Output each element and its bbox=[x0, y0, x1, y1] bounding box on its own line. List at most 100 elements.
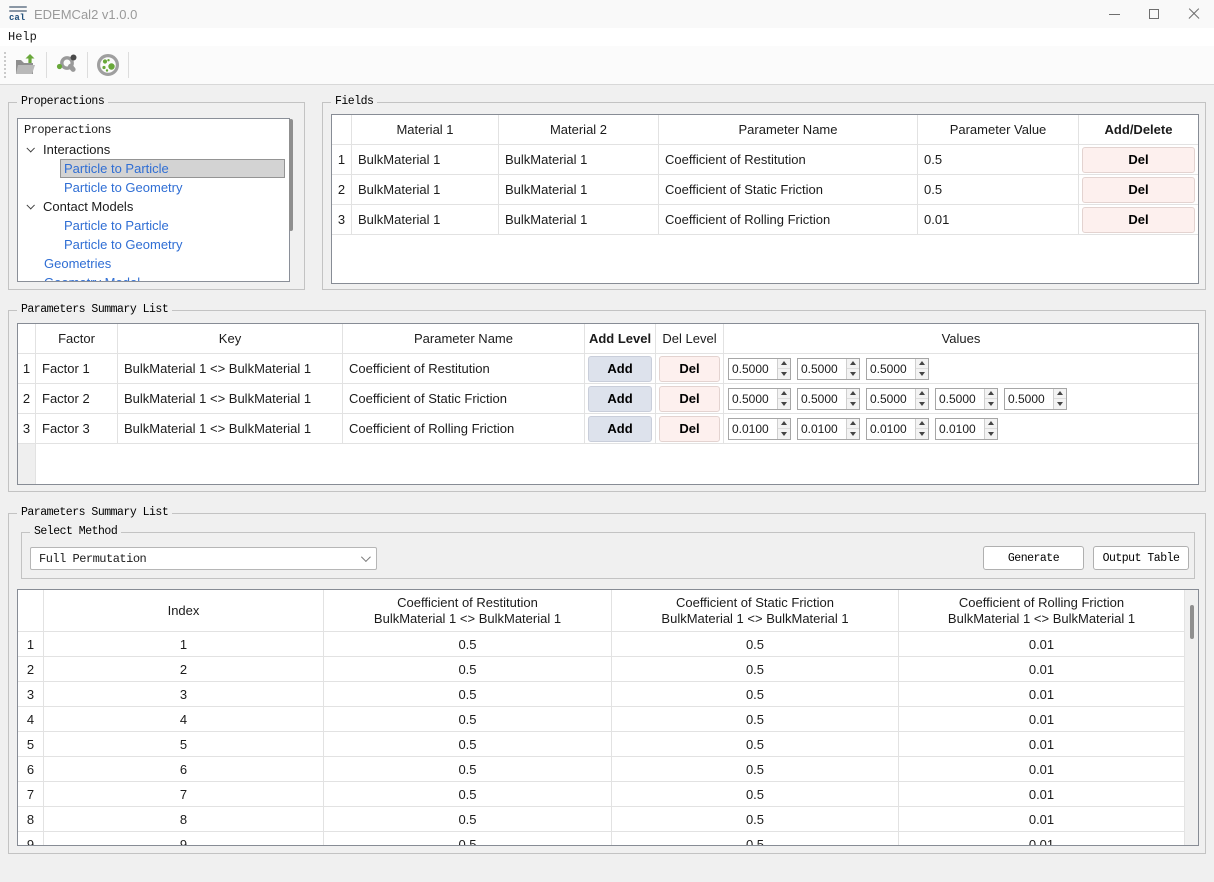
factor-cell: Factor 2 bbox=[36, 384, 118, 414]
add-level-button[interactable]: Add bbox=[588, 355, 652, 382]
particle-tool-button[interactable] bbox=[49, 49, 85, 81]
factor-cell: Factor 3 bbox=[36, 414, 118, 444]
value-spinbox-input[interactable] bbox=[867, 358, 915, 379]
spin-down-button[interactable] bbox=[1054, 399, 1066, 409]
spin-down-button[interactable] bbox=[847, 369, 859, 379]
output-table-scrollbar[interactable] bbox=[1184, 590, 1198, 845]
tree-item-geometries[interactable]: Geometries bbox=[18, 254, 289, 273]
generate-button[interactable]: Generate bbox=[983, 546, 1084, 570]
spinbox-arrows bbox=[846, 388, 859, 409]
spin-up-button[interactable] bbox=[985, 418, 997, 429]
spin-up-button[interactable] bbox=[985, 388, 997, 399]
add-level-button[interactable]: Add bbox=[588, 415, 652, 442]
spin-up-button[interactable] bbox=[847, 358, 859, 369]
method-combobox[interactable]: Full Permutation bbox=[30, 547, 377, 570]
value-spinbox bbox=[866, 417, 929, 440]
tree-item-properactions[interactable]: Properactions bbox=[18, 119, 289, 140]
spin-down-button[interactable] bbox=[916, 429, 928, 439]
row-number: 8 bbox=[18, 807, 44, 832]
spin-down-button[interactable] bbox=[778, 369, 790, 379]
maximize-button[interactable] bbox=[1134, 0, 1174, 28]
value-spinbox-input[interactable] bbox=[798, 418, 846, 439]
del-row-button[interactable]: Del bbox=[1082, 176, 1195, 203]
tree-item-particle-to-geometry[interactable]: Particle to Geometry bbox=[18, 178, 289, 197]
add-level-cell: Add bbox=[585, 354, 656, 384]
summary-column-header-values: Values bbox=[724, 324, 1198, 354]
spin-up-button[interactable] bbox=[847, 418, 859, 429]
value-spinbox-input[interactable] bbox=[729, 418, 777, 439]
add-level-cell: Add bbox=[585, 384, 656, 414]
spin-up-button[interactable] bbox=[916, 358, 928, 369]
menu-help[interactable]: Help bbox=[8, 30, 37, 44]
particle-tool-icon bbox=[56, 54, 77, 72]
window-title: EDEMCal2 v1.0.0 bbox=[34, 6, 138, 22]
tree-item-interactions[interactable]: Interactions bbox=[18, 140, 289, 159]
action-cell: Del bbox=[1079, 175, 1198, 205]
spin-down-button[interactable] bbox=[847, 399, 859, 409]
spin-down-button[interactable] bbox=[985, 399, 997, 409]
del-level-button[interactable]: Del bbox=[659, 385, 720, 412]
value-spinbox-input[interactable] bbox=[729, 358, 777, 379]
spin-down-button[interactable] bbox=[985, 429, 997, 439]
spin-up-button[interactable] bbox=[916, 418, 928, 429]
value-spinbox-input[interactable] bbox=[867, 388, 915, 409]
spin-up-button[interactable] bbox=[778, 388, 790, 399]
spin-down-button[interactable] bbox=[847, 429, 859, 439]
output-table-scrollbar-thumb[interactable] bbox=[1190, 605, 1194, 639]
header-line1: Coefficient of Static Friction bbox=[676, 594, 834, 610]
del-level-button[interactable]: Del bbox=[659, 415, 720, 442]
fields-header-row: Material 1 Material 2 Parameter Name Parame… bbox=[332, 115, 1198, 145]
output-table-row: 6 6 0.5 0.5 0.01 bbox=[18, 757, 1184, 782]
action-cell: Del bbox=[1079, 145, 1198, 175]
tree-item-particle-to-geometry[interactable]: Particle to Geometry bbox=[18, 235, 289, 254]
spin-up-button[interactable] bbox=[778, 358, 790, 369]
spinbox-arrows bbox=[915, 418, 928, 439]
open-project-button[interactable] bbox=[8, 49, 44, 81]
output-value-cell: 3 bbox=[44, 682, 324, 707]
tree-scrollbar[interactable] bbox=[289, 119, 293, 231]
arrow-down-icon bbox=[850, 401, 856, 406]
output-table-button[interactable]: Output Table bbox=[1093, 546, 1189, 570]
particle-dish-button[interactable] bbox=[90, 49, 126, 81]
header-line1: Index bbox=[167, 602, 200, 618]
material2-cell: BulkMaterial 1 bbox=[499, 205, 659, 235]
output-table-row: 1 1 0.5 0.5 0.01 bbox=[18, 632, 1184, 657]
tree-item-contact-models[interactable]: Contact Models bbox=[18, 197, 289, 216]
factor-cell: Factor 1 bbox=[36, 354, 118, 384]
tree-item-particle-to-particle[interactable]: Particle to Particle bbox=[18, 159, 289, 178]
output-value-cell: 6 bbox=[44, 757, 324, 782]
close-button[interactable] bbox=[1174, 0, 1214, 28]
minimize-button[interactable] bbox=[1094, 0, 1134, 28]
value-spinbox-input[interactable] bbox=[798, 388, 846, 409]
spin-down-button[interactable] bbox=[916, 399, 928, 409]
select-method-group: Select Method Full Permutation Generate … bbox=[21, 525, 1195, 579]
del-row-button[interactable]: Del bbox=[1082, 146, 1195, 173]
spin-up-button[interactable] bbox=[847, 388, 859, 399]
spin-up-button[interactable] bbox=[778, 418, 790, 429]
toolbar-grip[interactable] bbox=[3, 51, 8, 79]
value-spinbox-input[interactable] bbox=[729, 388, 777, 409]
tree-item-geometry-model[interactable]: Geometry Model bbox=[18, 273, 289, 281]
key-cell: BulkMaterial 1 <> BulkMaterial 1 bbox=[118, 384, 343, 414]
output-table-rows: Index Coefficient of Restitution BulkMater… bbox=[18, 590, 1184, 845]
arrow-up-icon bbox=[850, 421, 856, 426]
del-row-button[interactable]: Del bbox=[1082, 206, 1195, 233]
spin-down-button[interactable] bbox=[916, 369, 928, 379]
spin-up-button[interactable] bbox=[916, 388, 928, 399]
value-spinbox-input[interactable] bbox=[936, 418, 984, 439]
del-level-button[interactable]: Del bbox=[659, 355, 720, 382]
value-spinbox-input[interactable] bbox=[867, 418, 915, 439]
spin-down-button[interactable] bbox=[778, 429, 790, 439]
output-value-cell: 0.5 bbox=[324, 782, 612, 807]
value-spinbox-input[interactable] bbox=[936, 388, 984, 409]
close-icon bbox=[1188, 8, 1200, 20]
value-spinbox-input[interactable] bbox=[798, 358, 846, 379]
output-table-row: 3 3 0.5 0.5 0.01 bbox=[18, 682, 1184, 707]
spin-up-button[interactable] bbox=[1054, 388, 1066, 399]
value-spinbox-input[interactable] bbox=[1005, 388, 1053, 409]
tree-item-particle-to-particle[interactable]: Particle to Particle bbox=[18, 216, 289, 235]
value-spinbox bbox=[1004, 387, 1067, 410]
header-line1: Coefficient of Rolling Friction bbox=[958, 594, 1125, 610]
spin-down-button[interactable] bbox=[778, 399, 790, 409]
add-level-button[interactable]: Add bbox=[588, 385, 652, 412]
